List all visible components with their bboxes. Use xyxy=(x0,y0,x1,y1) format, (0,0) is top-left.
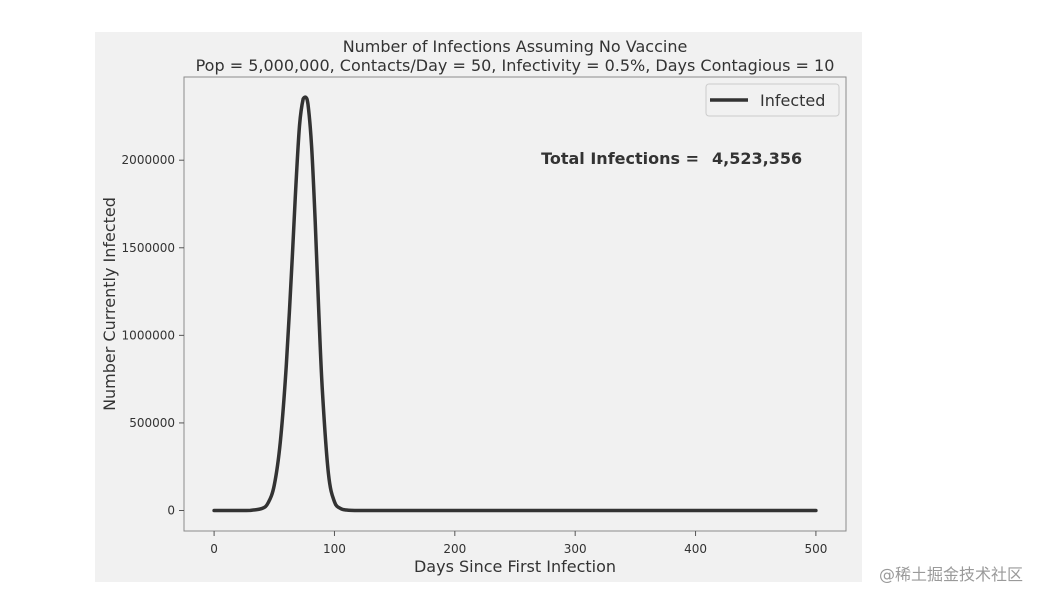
x-tick-label: 500 xyxy=(804,542,827,556)
y-axis: 0 500000 1000000 1500000 2000000 xyxy=(122,153,184,518)
x-tick-label: 400 xyxy=(684,542,707,556)
y-tick-label: 2000000 xyxy=(122,153,175,167)
annotation: Total Infections = 4,523,356 xyxy=(541,149,802,168)
y-axis-label: Number Currently Infected xyxy=(100,197,119,411)
chart: Number of Infections Assuming No Vaccine… xyxy=(100,37,847,576)
legend: Infected xyxy=(705,83,840,117)
chart-subtitle: Pop = 5,000,000, Contacts/Day = 50, Infe… xyxy=(196,56,835,75)
watermark: @稀土掘金技术社区 xyxy=(878,565,1023,584)
chart-title: Number of Infections Assuming No Vaccine xyxy=(343,37,688,56)
plot-area xyxy=(183,76,847,532)
figure: Number of Infections Assuming No Vaccine… xyxy=(95,32,862,582)
legend-label: Infected xyxy=(760,91,825,110)
x-tick-label: 300 xyxy=(564,542,587,556)
y-tick-label: 500000 xyxy=(129,416,175,430)
annotation-value: 4,523,356 xyxy=(712,149,802,168)
y-tick-label: 1000000 xyxy=(122,328,175,342)
y-tick-label: 1500000 xyxy=(122,241,175,255)
y-tick-label: 0 xyxy=(167,504,175,518)
x-tick-label: 100 xyxy=(323,542,346,556)
legend-box xyxy=(705,83,840,117)
x-axis-label: Days Since First Infection xyxy=(414,557,616,576)
x-axis: 0 100 200 300 400 500 xyxy=(210,531,827,556)
annotation-label: Total Infections = xyxy=(541,149,699,168)
x-tick-label: 0 xyxy=(210,542,218,556)
series-infected-line xyxy=(212,95,818,513)
x-tick-label: 200 xyxy=(443,542,466,556)
